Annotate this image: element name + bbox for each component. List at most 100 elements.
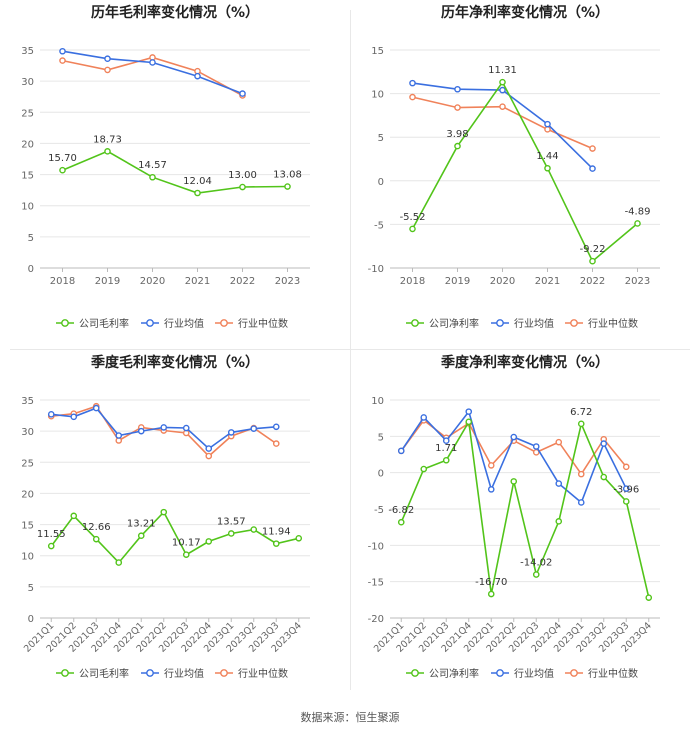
data-point-industry_median [499,103,506,110]
y-tick-label: 15 [21,521,34,532]
legend-swatch-marker [496,319,504,327]
data-label: -9.22 [580,244,606,255]
data-point-company [295,534,303,542]
data-point-company [499,78,506,86]
data-point-industry_avg [577,499,585,506]
y-tick-label: -10 [368,541,384,552]
chart-title: 历年毛利率变化情况（%） [91,4,259,21]
data-point-industry_avg [510,433,518,441]
data-point-company [160,508,168,516]
data-point-industry_avg [70,413,78,421]
y-tick-label: 0 [378,177,384,188]
x-tick-label: 2022 [580,276,605,287]
y-tick-label: 35 [21,46,34,57]
legend-label: 行业中位数 [588,667,638,680]
data-label: 1.71 [435,443,457,454]
data-point-company [149,173,156,181]
data-point-company [182,551,190,558]
data-source-label: 数据来源：恒生聚源 [300,711,400,724]
data-point-company [47,542,55,550]
data-label: 13.00 [228,170,257,181]
x-tick-label: 2023 [275,276,300,287]
series-line-company [62,150,288,194]
data-label: -14.02 [520,558,552,569]
data-point-company [442,456,450,464]
data-point-company [104,148,111,155]
x-tick-label: 2021 [185,276,210,287]
data-point-industry_avg [409,79,416,87]
y-tick-label: -10 [368,264,384,275]
y-tick-label: 25 [21,458,34,469]
chart-svg: 季度净利率变化情况（%）-20-15-10-505102021Q12021Q22… [368,354,660,680]
data-label: 12.04 [183,176,212,187]
data-point-company [250,526,258,533]
data-point-industry_avg [205,445,213,452]
data-point-company [622,498,630,505]
legend-swatch-marker [61,669,69,677]
data-point-industry_avg [487,486,495,493]
data-point-company [115,559,123,566]
legend-swatch-marker [220,319,228,327]
data-label: -4.89 [625,206,651,217]
data-point-industry_avg [420,414,428,421]
y-tick-label: 5 [378,133,384,144]
data-point-company [634,220,641,227]
y-tick-label: 30 [21,77,34,88]
legend-swatch-marker [411,319,419,327]
y-tick-label: 10 [371,90,384,101]
data-point-industry_avg [442,437,450,444]
data-point-industry_median [104,66,111,74]
chart-quarterly-net-margin: 季度净利率变化情况（%） -20 -15 -10 -5 0 5 10 2021Q1 2021Q2 2… [350,350,700,700]
data-label: 1.44 [536,151,558,162]
data-label: -16.70 [475,577,507,588]
legend-label: 行业均值 [514,667,554,680]
data-point-company [59,166,66,174]
series-line-company [411,80,639,263]
y-tick-label: 15 [21,171,34,182]
data-point-industry_median [555,438,563,446]
y-tick-label: -5 [374,505,384,516]
data-point-industry_avg [465,408,473,415]
data-point-industry_avg [555,480,563,487]
horizontal-divider [10,349,690,350]
y-tick-label: 5 [378,432,384,443]
data-point-industry_avg [544,120,551,128]
y-tick-label: 10 [371,396,384,407]
data-point-industry_median [577,470,585,478]
legend-label: 行业均值 [164,317,204,330]
data-label: 11.94 [262,527,291,538]
vertical-divider [350,10,351,690]
data-label: 14.57 [138,160,167,171]
data-point-industry_median [487,462,495,469]
y-tick-label: 20 [21,139,34,150]
chart-svg: 季度毛利率变化情况（%）051015202530352021Q12021Q220… [21,354,310,680]
y-tick-label: 0 [28,264,34,275]
data-point-company [465,418,473,426]
chart-quarterly-gross-margin: 季度毛利率变化情况（%） 0 5 10 15 20 25 30 35 2021Q1 2021Q2 20… [0,350,350,700]
y-tick-label: -20 [368,614,384,625]
data-point-industry_avg [622,485,630,492]
data-point-company [454,142,461,150]
chart-title: 季度毛利率变化情况（%） [90,354,259,371]
chart-svg: 历年毛利率变化情况（%） 0 5 10 15 20 25 30 35 2018 2019 2020 20… [21,4,310,330]
legend-swatch-marker [570,319,578,327]
legend-label: 公司净利率 [429,317,479,330]
data-label: 11.55 [37,529,66,540]
data-point-industry_avg [160,424,168,431]
data-point-company [544,164,551,172]
y-tick-label: 15 [371,46,384,57]
legend-swatch-marker [61,319,69,327]
y-tick-label: 35 [21,396,34,407]
legend-label: 公司净利率 [429,667,479,680]
data-point-industry_avg [92,404,100,412]
data-point-company [194,189,201,197]
data-point-company [577,420,585,428]
data-point-company [137,532,145,540]
data-point-industry_avg [104,55,111,63]
data-point-company [284,183,291,190]
data-point-industry_avg [227,429,235,436]
y-tick-label: -5 [374,220,384,231]
series-line-company [50,510,299,564]
data-point-company [600,473,608,481]
data-point-company [92,535,100,543]
